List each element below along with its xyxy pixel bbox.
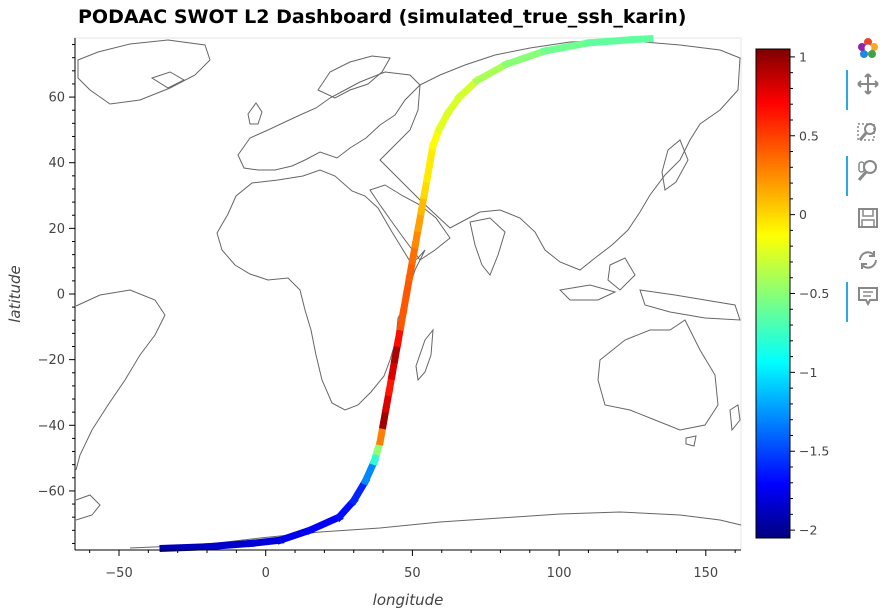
track-segment (348, 476, 371, 506)
y-tick-label: 20 (48, 222, 65, 237)
x-tick-label: 150 (693, 566, 718, 581)
track-segment (203, 539, 255, 551)
pan-tool-button[interactable] (846, 68, 886, 110)
colorbar-tick-label: −0.5 (799, 286, 829, 301)
chart-title: PODAAC SWOT L2 Dashboard (simulated_true… (78, 6, 687, 28)
hover-tool-icon (858, 287, 878, 307)
coastlines (75, 39, 742, 549)
track-segment (584, 35, 637, 47)
track-segment (454, 75, 482, 103)
y-tick-label: 0 (57, 288, 65, 303)
track-segment (334, 495, 359, 523)
colorbar-tick-label: −2 (799, 523, 817, 538)
colorbar-tick-label: 1 (799, 49, 807, 64)
x-tick-label: 0 (262, 566, 270, 581)
y-axis-ticks: −60 −40 −20 0 20 40 60 (38, 44, 75, 544)
reset-tool-icon (859, 251, 877, 269)
x-tick-label: 50 (404, 566, 421, 581)
wheel-zoom-tool-icon (857, 160, 877, 181)
x-tick-label: −50 (105, 566, 132, 581)
pan-tool-icon (857, 73, 879, 95)
reset-tool-button[interactable] (846, 244, 886, 276)
bokeh-logo[interactable] (846, 32, 886, 64)
track-segment (275, 525, 315, 545)
wheel-zoom-tool-button[interactable] (846, 154, 886, 196)
track-segment (540, 38, 593, 56)
y-tick-label: 40 (48, 156, 65, 171)
colorbar-ticks: 1 0.5 0 −0.5 −1 −1.5 −2 (790, 49, 829, 538)
y-tick-label: −20 (38, 353, 65, 368)
bokeh-logo-icon (858, 38, 878, 58)
ssh-track (159, 34, 654, 552)
track-segment (159, 543, 211, 552)
track-segment (305, 512, 344, 535)
y-tick-label: −40 (38, 419, 65, 434)
track-segment (247, 536, 285, 548)
hover-tool-button[interactable] (846, 280, 886, 322)
colorbar-tick-label: 0.5 (799, 128, 819, 143)
x-tick-label: 100 (547, 566, 572, 581)
box-zoom-tool-button[interactable] (846, 116, 886, 148)
track-segment (472, 59, 512, 86)
colorbar-tick-label: 0 (799, 207, 807, 222)
colorbar (755, 48, 791, 539)
save-tool-button[interactable] (846, 202, 886, 234)
y-axis-label: latitude (6, 265, 24, 323)
track-segment (501, 46, 549, 69)
save-tool-icon (858, 208, 878, 228)
colorbar-tick-label: −1 (799, 365, 817, 380)
x-axis-ticks: −50 0 50 100 150 (89, 550, 736, 581)
track-segment (360, 456, 379, 486)
track-segment (628, 34, 654, 44)
y-tick-label: −60 (38, 484, 65, 499)
box-zoom-tool-icon (857, 123, 876, 141)
colorbar-tick-label: −1.5 (799, 444, 829, 459)
y-tick-label: 60 (48, 91, 65, 106)
x-axis-label: longitude (373, 591, 444, 609)
